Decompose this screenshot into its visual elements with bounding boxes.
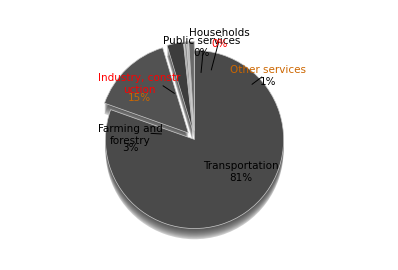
Text: Public services: Public services [163,36,240,46]
Wedge shape [104,52,188,137]
Wedge shape [184,48,194,137]
Text: Industry, constr
uction: Industry, constr uction [98,73,181,95]
Wedge shape [104,57,188,143]
Wedge shape [187,45,194,134]
Wedge shape [105,57,284,235]
Wedge shape [189,48,194,137]
Wedge shape [189,49,194,138]
Wedge shape [189,45,194,134]
Wedge shape [184,49,194,138]
Wedge shape [184,45,194,134]
Wedge shape [167,52,193,140]
Wedge shape [189,44,194,133]
Text: Transportation: Transportation [203,161,279,171]
Wedge shape [167,44,193,133]
Wedge shape [184,43,194,132]
Wedge shape [184,51,194,140]
Wedge shape [104,53,188,138]
Wedge shape [189,51,194,140]
Text: 1%: 1% [259,77,276,87]
Wedge shape [104,54,188,139]
Text: 3%: 3% [122,143,139,153]
Text: 15%: 15% [128,93,151,103]
Wedge shape [167,42,193,131]
Wedge shape [104,55,188,140]
Wedge shape [105,53,284,231]
Text: 0%: 0% [211,39,228,49]
Wedge shape [167,53,193,141]
Wedge shape [187,43,194,132]
Text: Farming and
forestry: Farming and forestry [98,124,163,146]
Wedge shape [189,50,194,139]
Wedge shape [167,46,193,135]
Text: 81%: 81% [229,173,252,183]
Text: Other services: Other services [230,65,306,75]
Wedge shape [105,50,284,228]
Wedge shape [184,47,194,136]
Wedge shape [187,46,194,135]
Wedge shape [167,51,193,139]
Wedge shape [167,43,193,132]
Wedge shape [167,49,193,137]
Wedge shape [189,46,194,135]
Wedge shape [184,50,194,139]
Wedge shape [187,44,194,133]
Wedge shape [105,61,284,239]
Wedge shape [187,50,194,139]
Wedge shape [189,43,194,131]
Wedge shape [105,60,284,238]
Wedge shape [105,56,284,234]
Wedge shape [187,49,194,138]
Wedge shape [104,51,188,136]
Wedge shape [187,47,194,136]
Wedge shape [187,42,194,131]
Wedge shape [167,48,193,136]
Wedge shape [105,58,284,236]
Wedge shape [104,48,188,133]
Wedge shape [104,49,188,134]
Wedge shape [189,47,194,136]
Wedge shape [187,51,194,140]
Wedge shape [105,55,284,233]
Wedge shape [189,52,194,141]
Wedge shape [184,42,194,131]
Wedge shape [184,46,194,135]
Wedge shape [167,50,193,138]
Wedge shape [104,58,188,144]
Wedge shape [105,59,284,237]
Wedge shape [104,50,188,135]
Wedge shape [187,48,194,137]
Wedge shape [184,52,194,141]
Wedge shape [167,45,193,134]
Text: Households: Households [189,28,250,38]
Wedge shape [104,56,188,141]
Wedge shape [187,52,194,141]
Wedge shape [105,53,284,232]
Text: 0%: 0% [193,48,210,58]
Wedge shape [189,42,194,131]
Wedge shape [184,44,194,133]
Wedge shape [105,52,284,230]
